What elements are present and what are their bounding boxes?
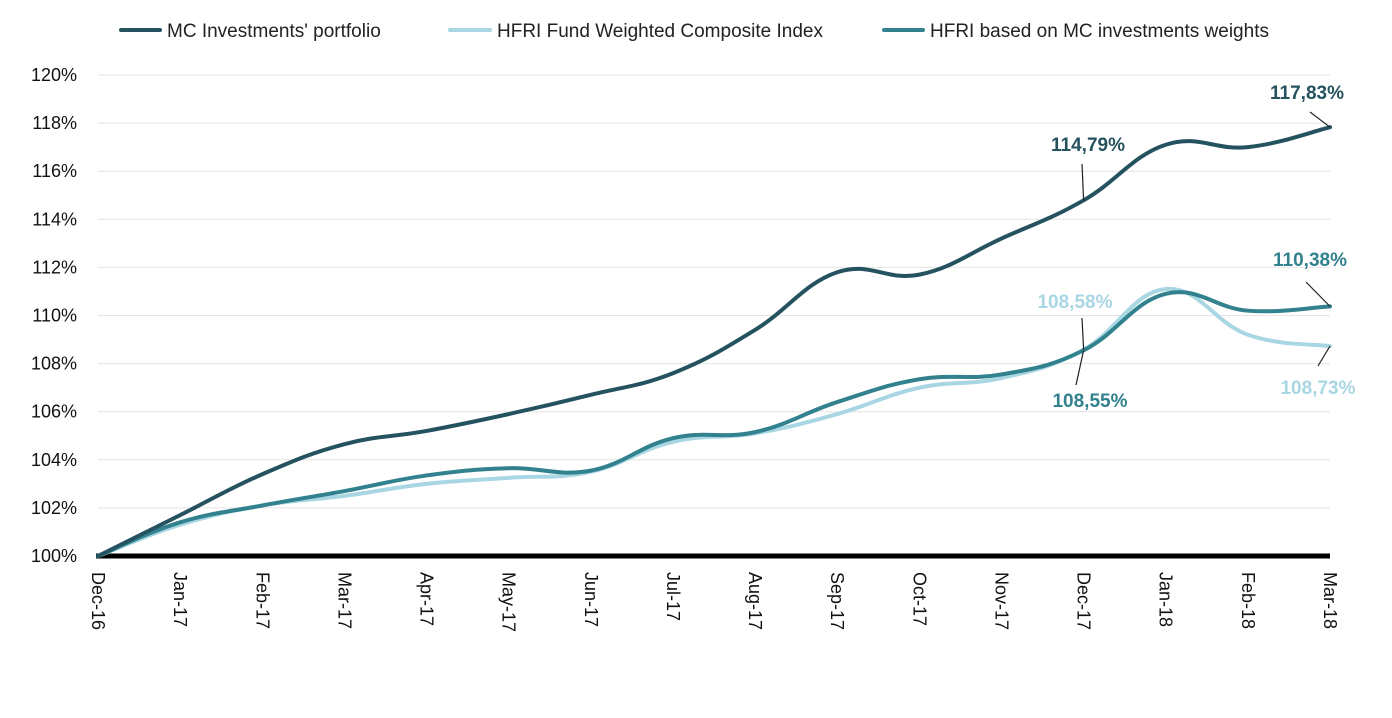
data-label: 114,79% <box>1051 135 1125 156</box>
x-tick-label: Mar-18 <box>1320 572 1340 629</box>
data-point <box>1246 309 1250 313</box>
x-tick-label: Jan-18 <box>1156 572 1176 627</box>
data-point <box>1164 143 1168 147</box>
data-point <box>1164 287 1168 291</box>
data-point <box>178 513 182 517</box>
series-line-hfri-mc-weights <box>96 290 1332 558</box>
x-tick-label: Feb-17 <box>252 572 272 629</box>
label-leader-line <box>1317 345 1331 367</box>
data-label: 108,55% <box>1052 391 1127 412</box>
y-axis: 100% 102% 104% 106% 108% 110% 112% 114% 116% 118%… <box>31 65 77 566</box>
x-tick-label: Nov-17 <box>991 572 1011 630</box>
data-point <box>835 400 839 404</box>
data-point <box>96 554 100 558</box>
x-tick-label: Mar-17 <box>334 572 354 629</box>
legend-label: HFRI Fund Weighted Composite Index <box>497 21 823 42</box>
x-tick-label: Jun-17 <box>581 572 601 627</box>
y-tick-label: 110% <box>32 306 77 326</box>
x-tick-label: Aug-17 <box>745 572 765 630</box>
data-point <box>835 412 839 416</box>
data-point <box>342 494 346 498</box>
data-point <box>917 377 921 381</box>
x-tick-label: Feb-18 <box>1238 572 1258 629</box>
series-lines <box>96 125 1332 558</box>
x-tick-label: Dec-16 <box>88 572 108 630</box>
data-label: 108,73% <box>1280 378 1355 399</box>
x-axis: Dec-16 Jan-17 Feb-17 Mar-17 Apr-17 May-17 Jun-… <box>88 572 1340 632</box>
data-point <box>589 393 593 397</box>
data-point <box>260 472 264 476</box>
x-tick-label: Apr-17 <box>417 572 437 626</box>
data-point <box>425 482 429 486</box>
data-point <box>1246 333 1250 337</box>
y-tick-label: 102% <box>31 498 77 518</box>
label-leader-line <box>1305 281 1331 307</box>
data-label: 108,58% <box>1037 292 1112 313</box>
data-point <box>917 386 921 390</box>
data-point <box>178 520 182 524</box>
data-point <box>1164 292 1168 296</box>
y-tick-label: 106% <box>31 402 77 422</box>
series-line-mc-portfolio <box>96 125 1332 558</box>
y-tick-label: 116% <box>32 161 77 181</box>
data-point <box>999 372 1003 376</box>
series-line-hfri-composite <box>96 287 1332 558</box>
data-label: 117,83% <box>1270 83 1344 104</box>
data-point <box>342 489 346 493</box>
data-point <box>507 466 511 470</box>
gridlines <box>96 74 1330 559</box>
x-tick-label: Sep-17 <box>827 572 847 630</box>
data-point <box>917 273 921 277</box>
data-point <box>589 469 593 473</box>
data-point <box>1246 145 1250 149</box>
legend-item-mc-portfolio: MC Investments' portfolio <box>119 21 381 42</box>
data-labels: 114,79% 117,83% 108,58% 108,73% 108,55% 110,3… <box>1037 83 1355 412</box>
data-point <box>425 473 429 477</box>
data-point <box>671 371 675 375</box>
y-tick-label: 118% <box>32 113 77 133</box>
x-tick-label: Jul-17 <box>663 572 683 621</box>
data-point <box>425 429 429 433</box>
legend-item-hfri-mc-weights: HFRI based on MC investments weights <box>882 21 1269 42</box>
data-point <box>753 430 757 434</box>
data-point <box>835 270 839 274</box>
data-point <box>671 436 675 440</box>
y-tick-label: 100% <box>31 546 77 566</box>
label-leader-line <box>1081 163 1085 201</box>
data-point <box>507 412 511 416</box>
legend: MC Investments' portfolio HFRI Fund Weigh… <box>119 21 1269 42</box>
label-leader-line <box>1309 111 1331 128</box>
legend-label: MC Investments' portfolio <box>167 21 381 42</box>
y-tick-label: 104% <box>31 450 77 470</box>
data-point <box>260 503 264 507</box>
legend-item-hfri-composite: HFRI Fund Weighted Composite Index <box>448 21 823 42</box>
data-point <box>342 442 346 446</box>
y-tick-label: 112% <box>32 257 77 277</box>
y-tick-label: 108% <box>31 354 77 374</box>
legend-label: HFRI based on MC investments weights <box>930 21 1269 42</box>
data-point <box>507 476 511 480</box>
x-tick-label: Jan-17 <box>170 572 190 627</box>
x-tick-label: Oct-17 <box>909 572 929 626</box>
x-tick-label: Dec-17 <box>1074 572 1094 630</box>
data-label: 110,38% <box>1273 250 1347 271</box>
data-point <box>999 237 1003 241</box>
x-tick-label: May-17 <box>499 572 519 632</box>
y-tick-label: 120% <box>31 65 77 85</box>
data-point <box>753 328 757 332</box>
label-leader-line <box>1075 350 1085 386</box>
y-tick-label: 114% <box>32 209 77 229</box>
label-leader-line <box>1081 317 1085 350</box>
